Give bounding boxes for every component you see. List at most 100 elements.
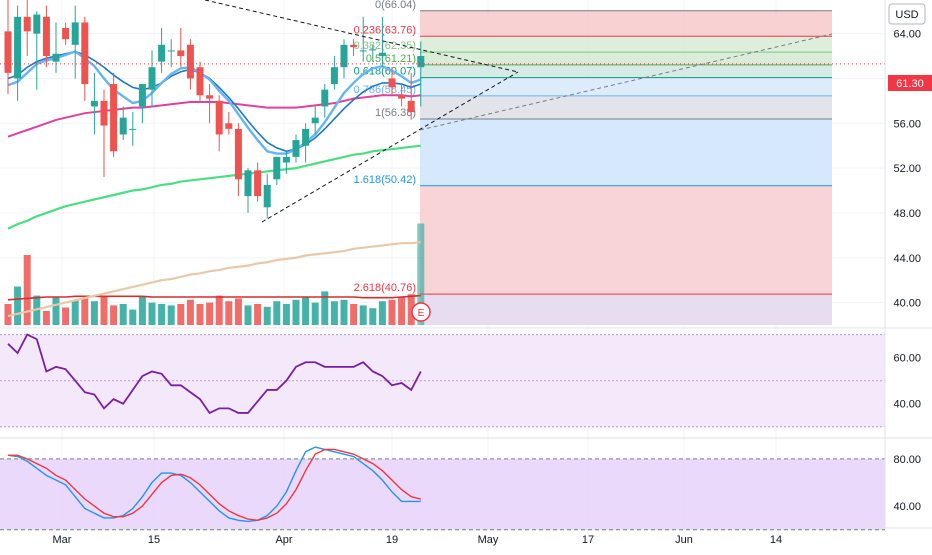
fib-zone <box>420 294 832 325</box>
candle-body <box>340 44 348 68</box>
fib-zone <box>420 52 832 65</box>
price-tick-label: 56.00 <box>893 118 921 130</box>
volume-bar <box>110 305 118 325</box>
candle-body <box>417 56 425 68</box>
candle-body <box>62 28 70 40</box>
fib-zone <box>420 10 832 37</box>
fib-zone <box>420 95 832 120</box>
volume-bar <box>129 309 137 325</box>
candle-body <box>4 31 12 73</box>
fib-zone <box>420 185 832 295</box>
candle-body <box>378 52 386 57</box>
ema-short-line <box>7 50 422 155</box>
fib-level-label: 0.786(58.45) <box>354 84 416 96</box>
fib-level-label: 0.382(62.35) <box>354 40 416 52</box>
candle-body <box>350 44 358 48</box>
time-tick-label: 15 <box>148 534 160 546</box>
volume-bar <box>407 294 415 325</box>
candle-body <box>81 22 89 85</box>
volume-bar <box>369 308 377 325</box>
volume-bar <box>177 304 185 325</box>
volume-bar <box>350 304 358 325</box>
volume-bars <box>4 223 425 325</box>
candle-body <box>398 95 406 99</box>
volume-bar <box>23 255 31 325</box>
rsi-line <box>7 333 422 415</box>
volume-bar <box>81 298 89 325</box>
rsi-pane <box>0 333 885 428</box>
candle-body <box>321 89 329 107</box>
last-price-label: 61.30 <box>896 78 924 90</box>
time-tick-label: Apr <box>275 534 292 546</box>
sma-50-line <box>7 94 421 138</box>
triangle-upper-line <box>204 0 519 73</box>
candlestick-series <box>0 0 885 219</box>
volume-bar <box>378 301 386 325</box>
trendline-drawings <box>204 0 833 223</box>
fib-level-label: 0(66.04) <box>375 0 416 11</box>
volume-bar <box>234 298 242 325</box>
candle-body <box>129 128 137 130</box>
projection-line <box>419 33 833 131</box>
stochastic-pane <box>0 446 885 531</box>
price-tick-label: 44.00 <box>893 253 921 265</box>
volume-bar <box>167 305 175 325</box>
price-tick-label: 48.00 <box>893 208 921 220</box>
candle-body <box>330 67 338 85</box>
volume-ma-line <box>7 294 421 301</box>
candle-body <box>33 14 41 34</box>
volume-bar <box>62 307 70 325</box>
price-tick-label: 52.00 <box>893 163 921 175</box>
candle-body <box>90 100 98 107</box>
candle-body <box>23 16 31 32</box>
candle-body <box>244 170 252 197</box>
fibonacci-extension: 0(66.04) 0.236(63.76) 0.382(62.35)0.5(61.2… <box>354 0 832 325</box>
volume-bar <box>215 295 223 325</box>
stoch-band <box>0 458 885 530</box>
time-tick-label: 17 <box>582 534 594 546</box>
volume-bar <box>100 297 108 325</box>
candle-body <box>119 117 127 135</box>
stoch-d-line <box>8 448 421 521</box>
volume-bar <box>14 286 22 325</box>
volume-bar <box>359 305 367 325</box>
volume-bar <box>148 302 156 325</box>
volume-bar <box>311 302 319 325</box>
volume-bar <box>282 304 290 325</box>
candle-body <box>158 44 166 62</box>
candle-body <box>369 49 377 51</box>
earnings-marker-icon[interactable] <box>411 302 431 322</box>
candle-body <box>273 156 281 180</box>
sma-100-line <box>7 144 421 230</box>
candle-body <box>110 84 118 152</box>
fib-level-label: 1.618(50.42) <box>354 174 416 186</box>
rsi-tick-label: 40.00 <box>893 399 921 411</box>
volume-bar <box>42 311 50 325</box>
currency-box[interactable] <box>888 3 926 25</box>
volume-bar <box>417 223 425 325</box>
candle-body <box>292 140 300 157</box>
earnings-marker-label: E <box>418 308 425 319</box>
candle-body <box>177 50 185 57</box>
stoch-tick-label: 40.00 <box>893 501 921 513</box>
rsi-tick-label: 60.00 <box>893 353 921 365</box>
fib-level-label: 0.236(63.76) <box>354 24 416 36</box>
volume-bar <box>263 306 271 325</box>
candle-body <box>407 100 415 113</box>
price-tick-label: 64.00 <box>893 29 921 41</box>
fib-zone <box>420 36 832 53</box>
candle-body <box>254 170 262 197</box>
volume-bar <box>4 304 12 325</box>
candle-body <box>186 44 194 79</box>
fib-level-label: 1(56.38) <box>375 107 416 119</box>
volume-bar <box>302 297 310 325</box>
volume-bar <box>244 305 252 325</box>
time-tick-label: Mar <box>53 534 72 546</box>
candle-body <box>263 184 271 208</box>
candle-body <box>311 117 319 124</box>
candle-body <box>234 128 242 180</box>
volume-bar <box>119 304 127 325</box>
candle-body <box>100 100 108 126</box>
